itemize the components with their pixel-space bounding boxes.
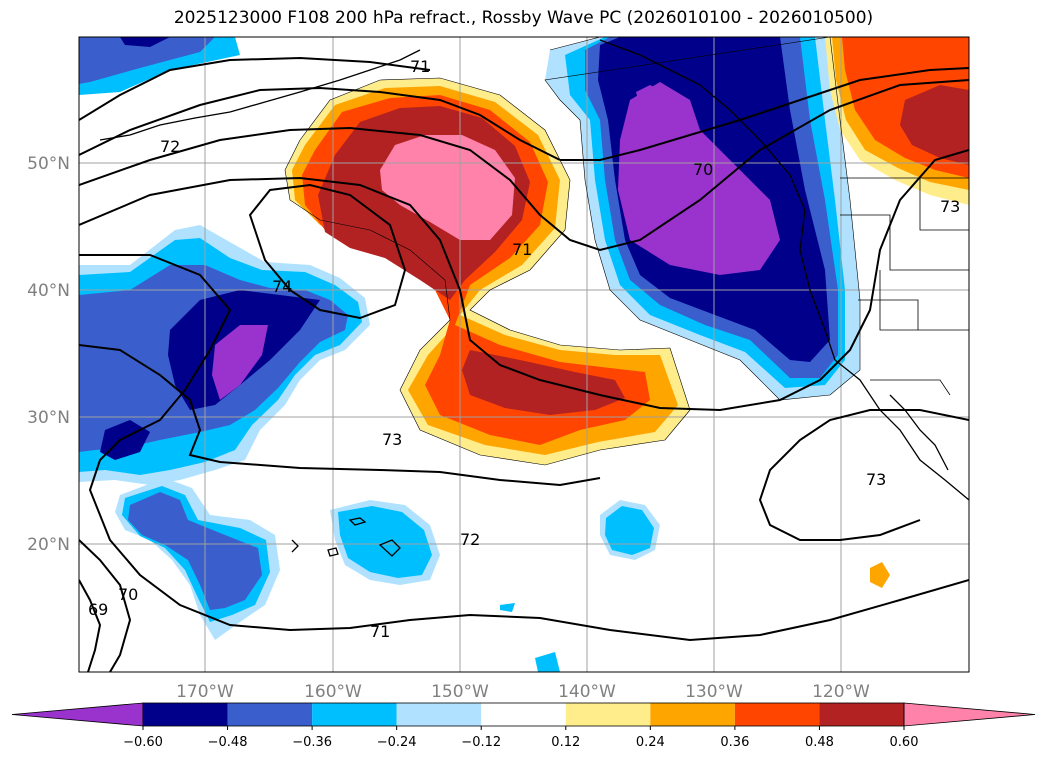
contour-labels: 72 74 71 70 71 73 72 71 70 69 73 73 <box>88 57 960 641</box>
lat-label: 50°N <box>27 154 70 174</box>
lon-label: 120°W <box>812 682 870 702</box>
shading-layer: 72 74 71 70 71 73 72 71 70 69 73 73 <box>79 37 969 672</box>
colorbar-label: −0.60 <box>123 735 163 750</box>
contour-label: 73 <box>382 430 402 449</box>
lon-label: 130°W <box>685 682 743 702</box>
neg-anomaly-northwest <box>79 37 240 95</box>
lat-label: 20°N <box>27 535 70 555</box>
colorbar-segment <box>312 703 397 726</box>
pos-anomaly-central-pacific <box>285 78 690 465</box>
colorbar-extend-low <box>11 702 144 727</box>
graticule <box>79 37 969 672</box>
colorbar: −0.60 −0.48 −0.36 −0.24 −0.12 0.12 0.24 0.36 0.4… <box>11 702 1036 750</box>
lon-label: 150°W <box>431 682 489 702</box>
lon-label: 140°W <box>558 682 616 702</box>
neg-anomaly-hawaii <box>115 478 660 672</box>
contour-label: 71 <box>512 240 532 259</box>
political-borders <box>840 177 969 396</box>
colorbar-label: −0.48 <box>208 735 248 750</box>
shade-outlines <box>284 37 861 466</box>
lon-label: 160°W <box>304 682 362 702</box>
colorbar-frame <box>142 702 905 727</box>
colorbar-label: −0.12 <box>461 735 501 750</box>
contour-label: 71 <box>370 622 390 641</box>
lat-label: 40°N <box>27 281 70 301</box>
lat-label: 30°N <box>27 408 70 428</box>
contour-label: 74 <box>272 277 292 296</box>
colorbar-segment <box>734 703 820 726</box>
contour-label: 73 <box>940 197 960 216</box>
contour-label: 70 <box>693 160 713 179</box>
contour-label: 70 <box>118 585 138 604</box>
colorbar-label: 0.36 <box>720 735 749 750</box>
colorbar-segment <box>565 703 651 726</box>
colorbar-label: 0.12 <box>551 735 580 750</box>
colorbar-label: −0.36 <box>292 735 332 750</box>
colorbar-segment <box>481 703 566 726</box>
contour-label: 72 <box>460 530 480 549</box>
colorbar-segment <box>396 703 482 726</box>
colorbar-label: −0.24 <box>377 735 417 750</box>
colorbar-segment <box>143 703 228 726</box>
colorbar-label: 0.60 <box>890 735 919 750</box>
colorbar-label: 0.24 <box>636 735 665 750</box>
colorbar-segment <box>819 703 904 726</box>
contour-label: 72 <box>160 137 180 156</box>
contour-label: 69 <box>88 600 108 619</box>
colorbar-label: 0.48 <box>805 735 834 750</box>
height-contours <box>79 56 969 672</box>
longitude-labels: 170°W 160°W 150°W 140°W 130°W 120°W <box>176 682 870 702</box>
coastlines <box>99 39 969 557</box>
contour-label: 73 <box>866 470 886 489</box>
colorbar-extend-high <box>903 702 1036 727</box>
latitude-labels: 50°N 40°N 30°N 20°N <box>27 154 70 555</box>
map-frame <box>78 36 970 673</box>
contour-label: 71 <box>410 57 430 76</box>
plot-title: 2025123000 F108 200 hPa refract., Rossby… <box>173 8 874 28</box>
lon-label: 170°W <box>176 682 234 702</box>
colorbar-segment <box>227 703 313 726</box>
colorbar-segment <box>650 703 735 726</box>
